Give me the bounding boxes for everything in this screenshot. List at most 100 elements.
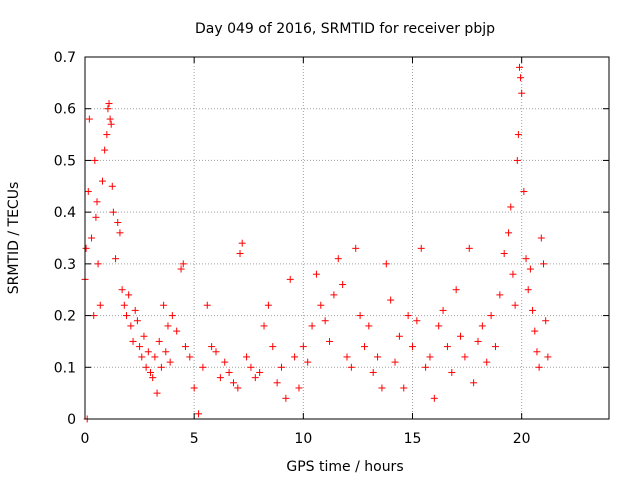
- x-tick-label: 10: [294, 431, 312, 447]
- data-point: [496, 291, 504, 299]
- data-point: [465, 244, 473, 252]
- data-point: [208, 343, 216, 351]
- y-tick-label: 0.7: [54, 50, 76, 66]
- data-point: [491, 343, 499, 351]
- data-point: [142, 363, 150, 371]
- data-point: [409, 343, 416, 351]
- chart-title: Day 049 of 2016, SRMTID for receiver pbj…: [195, 21, 495, 37]
- data-point: [326, 337, 334, 345]
- data-point: [369, 368, 377, 376]
- x-tick-label: 15: [404, 431, 422, 447]
- data-point: [312, 270, 320, 278]
- data-point: [127, 322, 135, 330]
- data-point: [448, 368, 456, 376]
- data-point: [533, 348, 541, 356]
- data-point: [334, 255, 342, 263]
- data-point: [378, 384, 386, 392]
- y-tick-label: 0.1: [54, 360, 76, 376]
- data-point: [317, 301, 325, 309]
- data-point: [404, 312, 412, 320]
- data-point: [382, 260, 390, 268]
- data-point: [195, 410, 203, 418]
- data-point: [308, 322, 316, 330]
- data-point: [256, 368, 264, 376]
- data-point: [162, 348, 170, 356]
- data-point: [269, 343, 277, 351]
- data-point: [413, 317, 421, 325]
- data-point: [120, 301, 128, 309]
- plot-frame: [84, 56, 610, 420]
- data-point: [131, 306, 139, 314]
- data-point: [140, 332, 148, 340]
- data-point: [151, 353, 159, 361]
- data-point: [94, 260, 102, 268]
- data-point: [487, 312, 495, 320]
- data-point: [186, 353, 194, 361]
- data-point: [136, 343, 144, 351]
- data-point: [82, 244, 90, 252]
- data-point: [179, 260, 187, 268]
- data-point: [422, 363, 430, 371]
- data-point: [112, 255, 120, 263]
- data-point: [91, 156, 99, 164]
- data-point: [114, 218, 122, 226]
- data-point: [535, 363, 543, 371]
- data-point: [387, 296, 395, 304]
- data-point: [540, 260, 547, 268]
- data-point: [347, 363, 355, 371]
- data-point: [339, 281, 347, 289]
- data-point: [531, 327, 539, 335]
- x-tick-label: 5: [190, 431, 199, 447]
- data-point: [133, 317, 141, 325]
- data-point: [299, 343, 307, 351]
- data-point: [273, 379, 281, 387]
- data-point: [365, 322, 373, 330]
- data-point: [149, 374, 157, 382]
- data-point: [483, 358, 491, 366]
- data-point: [157, 363, 165, 371]
- data-point: [395, 332, 403, 340]
- data-point: [251, 374, 259, 382]
- x-tick-label: 0: [81, 431, 90, 447]
- data-point: [181, 343, 189, 351]
- data-point: [122, 312, 130, 320]
- data-point: [160, 301, 168, 309]
- data-point: [84, 187, 92, 195]
- data-point: [457, 332, 465, 340]
- data-point: [216, 374, 224, 382]
- data-point: [522, 255, 530, 263]
- data-point: [417, 244, 425, 252]
- data-point: [85, 115, 93, 123]
- y-axis-title: SRMTID / TECUs: [6, 182, 22, 295]
- data-point: [470, 379, 478, 387]
- data-point: [443, 343, 451, 351]
- data-point: [109, 208, 117, 216]
- data-point: [507, 203, 515, 211]
- data-point: [129, 337, 137, 345]
- data-point: [278, 363, 285, 371]
- data-point: [524, 286, 532, 294]
- data-point: [529, 306, 537, 314]
- data-point: [108, 182, 116, 190]
- data-point: [96, 301, 104, 309]
- data-point: [400, 384, 408, 392]
- data-point: [321, 317, 329, 325]
- data-point: [116, 229, 124, 237]
- data-point: [511, 301, 519, 309]
- data-point: [505, 229, 513, 237]
- x-axis: 0 5 10 15 20: [81, 57, 531, 447]
- grid: [85, 57, 609, 419]
- data-point: [520, 187, 528, 195]
- data-point: [105, 100, 113, 108]
- data-point: [88, 234, 96, 242]
- data-point: [168, 312, 176, 320]
- data-point: [509, 270, 517, 278]
- data-point: [544, 353, 552, 361]
- data-point: [225, 368, 233, 376]
- data-point: [153, 389, 161, 397]
- data-point: [291, 353, 299, 361]
- x-axis-title: GPS time / hours: [286, 459, 403, 475]
- data-point: [330, 291, 338, 299]
- data-point: [144, 348, 152, 356]
- data-point: [478, 322, 486, 330]
